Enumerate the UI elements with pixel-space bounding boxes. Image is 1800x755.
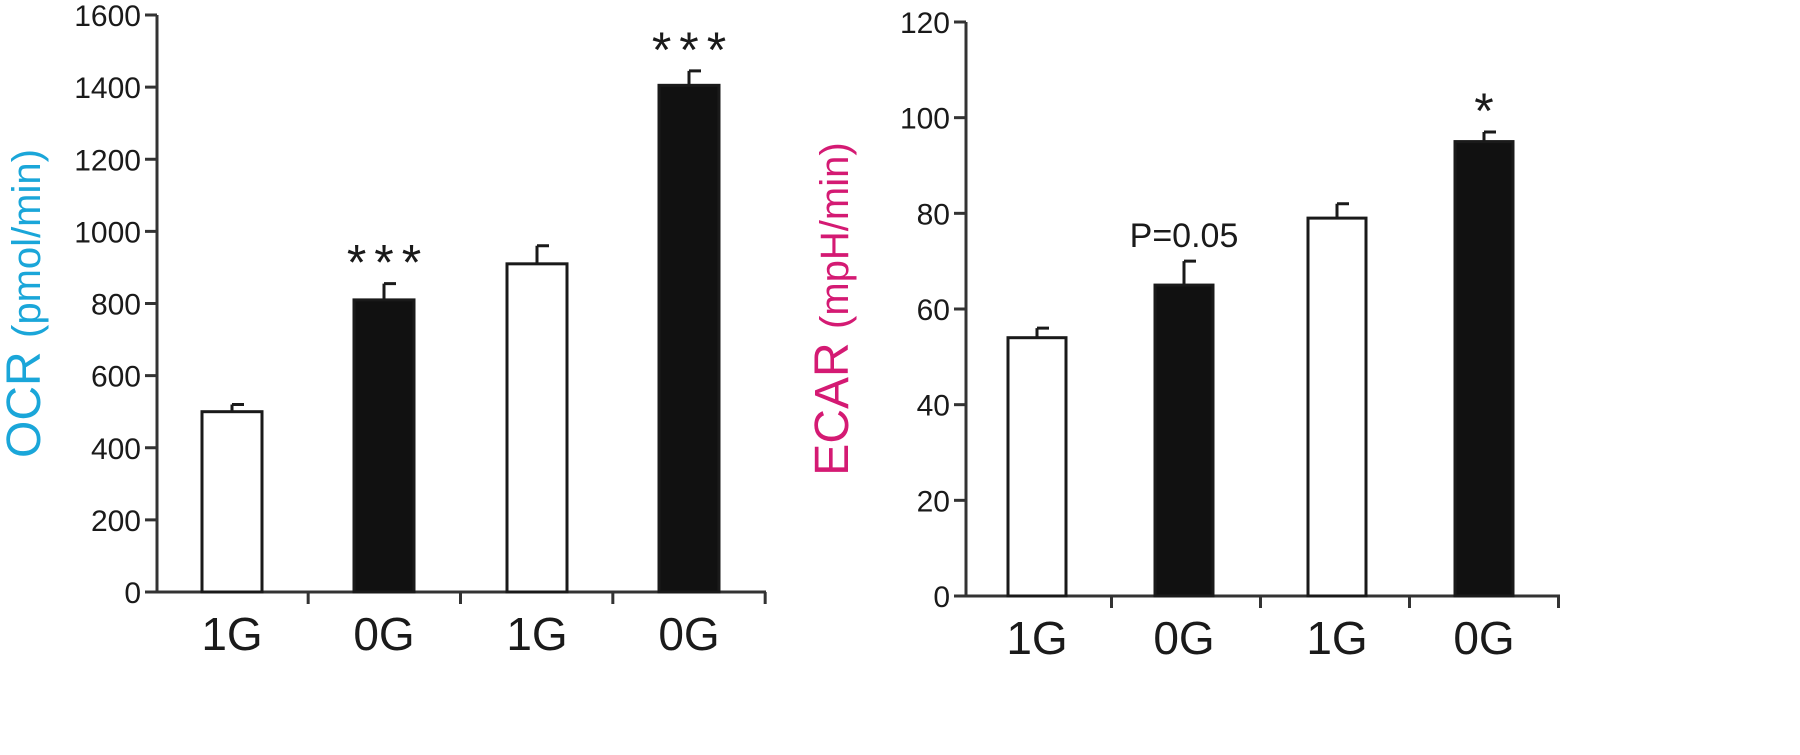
ecar-y-axis-title: ECAR (mpH/min): [806, 142, 859, 475]
ecar-error-bar: [1182, 259, 1196, 286]
ecar-y-tick-label: 120: [900, 7, 950, 40]
ocr-panel: 0 200 400 600 800 1000 1200 1400 1600 1G 0G *** 1G 0G…: [0, 0, 767, 660]
ecar-error-bar: [1482, 130, 1496, 142]
ocr-bar: [505, 262, 569, 594]
ocr-category-label: 1G: [201, 608, 262, 660]
ocr-y-tick-label: 1200: [74, 144, 141, 177]
ocr-significance-label: ***: [652, 22, 734, 78]
ocr-category-label: 0G: [353, 608, 414, 660]
ecar-y-tick-label: 20: [917, 485, 950, 518]
ecar-significance-label: P=0.05: [1130, 217, 1239, 255]
ecar-category-label: 0G: [1153, 612, 1214, 664]
ocr-y-tick-label: 0: [124, 577, 141, 610]
ocr-y-tick-label: 1000: [74, 216, 141, 249]
ocr-bar: [352, 298, 416, 594]
ecar-bar: [1453, 140, 1515, 598]
ocr-category-label: 1G: [506, 608, 567, 660]
ecar-error-bar: [1335, 202, 1349, 219]
ocr-error-bar: [535, 244, 549, 264]
ecar-y-tick-label: 60: [917, 294, 950, 327]
ecar-significance-label: *: [1474, 83, 1501, 139]
ecar-y-tick-label: 80: [917, 198, 950, 231]
ocr-y-axis-title: OCR (pmol/min): [0, 149, 51, 458]
ocr-error-bar: [382, 282, 396, 300]
ecar-category-label: 1G: [1306, 612, 1367, 664]
ecar-y-axis-title-unit: (mpH/min): [813, 142, 857, 329]
ecar-category-label: 1G: [1006, 612, 1067, 664]
ocr-significance-label: ***: [347, 235, 429, 291]
ecar-error-bar: [1035, 326, 1049, 338]
ecar-y-tick-label: 100: [900, 103, 950, 136]
ecar-y-tick-label: 40: [917, 390, 950, 423]
ocr-y-tick-label: 800: [91, 289, 141, 322]
ecar-panel: 0 20 40 60 80 100 120 1G 0G P=0.05 1G 0G * ECAR (mpH/…: [806, 7, 1560, 664]
ocr-y-axis-title-main: OCR: [0, 338, 51, 458]
ocr-error-bar: [687, 69, 701, 86]
ocr-y-tick-label: 200: [91, 505, 141, 538]
ocr-bar: [657, 83, 721, 594]
ocr-y-tick-label: 1400: [74, 72, 141, 105]
ocr-bar: [200, 410, 264, 594]
ecar-y-axis-title-main: ECAR: [806, 329, 859, 476]
ocr-y-tick-label: 600: [91, 361, 141, 394]
ecar-bar: [1306, 216, 1368, 598]
ecar-category-label: 0G: [1453, 612, 1514, 664]
ecar-bar: [1006, 336, 1068, 598]
ecar-y-tick-label: 0: [933, 581, 950, 614]
ocr-error-bar: [230, 402, 244, 412]
ocr-category-label: 0G: [658, 608, 719, 660]
ocr-y-axis-title-unit: (pmol/min): [5, 149, 49, 338]
ecar-bar: [1153, 283, 1215, 598]
ocr-y-tick-label: 400: [91, 433, 141, 466]
ocr-y-tick-label: 1600: [74, 0, 141, 33]
